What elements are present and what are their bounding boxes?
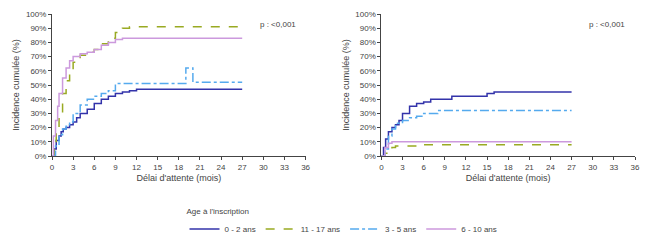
svg-text:9: 9 [443, 163, 448, 172]
svg-text:0: 0 [379, 163, 384, 172]
svg-text:30: 30 [588, 163, 597, 172]
svg-text:15: 15 [153, 163, 162, 172]
svg-text:0%: 0% [364, 152, 376, 161]
svg-text:80%: 80% [360, 38, 376, 47]
svg-text:24: 24 [546, 163, 555, 172]
svg-text:3: 3 [71, 163, 76, 172]
svg-text:15: 15 [483, 163, 492, 172]
svg-text:33: 33 [280, 163, 289, 172]
svg-text:p : <0,001: p : <0,001 [260, 20, 296, 29]
svg-text:27: 27 [567, 163, 576, 172]
svg-text:60%: 60% [30, 67, 46, 76]
svg-text:100%: 100% [355, 10, 375, 19]
svg-text:3: 3 [400, 163, 405, 172]
svg-text:18: 18 [174, 163, 183, 172]
svg-text:90%: 90% [30, 24, 46, 33]
svg-text:40%: 40% [30, 95, 46, 104]
svg-text:27: 27 [238, 163, 247, 172]
svg-text:30%: 30% [30, 109, 46, 118]
svg-text:0: 0 [50, 163, 55, 172]
svg-text:50%: 50% [30, 81, 46, 90]
svg-text:21: 21 [195, 163, 204, 172]
svg-text:10%: 10% [30, 138, 46, 147]
svg-text:p : <0,001: p : <0,001 [589, 20, 625, 29]
svg-text:12: 12 [461, 163, 470, 172]
svg-text:90%: 90% [360, 24, 376, 33]
svg-text:Délai d'attente (mois): Délai d'attente (mois) [136, 173, 221, 183]
svg-text:36: 36 [301, 163, 310, 172]
svg-text:33: 33 [609, 163, 618, 172]
svg-text:70%: 70% [30, 52, 46, 61]
svg-text:Incidence cumulée (%): Incidence cumulée (%) [11, 39, 21, 131]
svg-text:60%: 60% [360, 67, 376, 76]
svg-text:20%: 20% [360, 123, 376, 132]
svg-text:50%: 50% [360, 81, 376, 90]
svg-text:24: 24 [217, 163, 226, 172]
svg-text:9: 9 [113, 163, 118, 172]
svg-text:Délai d'attente (mois): Délai d'attente (mois) [466, 173, 551, 183]
svg-text:30: 30 [259, 163, 268, 172]
svg-text:0 - 2 ans: 0 - 2 ans [225, 225, 256, 234]
svg-text:21: 21 [525, 163, 534, 172]
svg-text:70%: 70% [360, 52, 376, 61]
svg-text:12: 12 [132, 163, 141, 172]
svg-text:100%: 100% [26, 10, 46, 19]
svg-text:18: 18 [504, 163, 513, 172]
svg-text:40%: 40% [360, 95, 376, 104]
svg-text:6 - 10 ans: 6 - 10 ans [461, 225, 497, 234]
svg-text:20%: 20% [30, 123, 46, 132]
svg-text:0%: 0% [35, 152, 47, 161]
svg-text:11 - 17 ans: 11 - 17 ans [301, 225, 340, 234]
svg-text:6: 6 [421, 163, 426, 172]
svg-text:6: 6 [92, 163, 97, 172]
svg-text:80%: 80% [30, 38, 46, 47]
svg-text:36: 36 [631, 163, 640, 172]
svg-text:30%: 30% [360, 109, 376, 118]
svg-text:3 - 5 ans: 3 - 5 ans [385, 225, 416, 234]
svg-text:10%: 10% [360, 138, 376, 147]
svg-text:Age à l'inscription: Age à l'inscription [187, 207, 249, 216]
svg-text:Incidence cumulée (%): Incidence cumulée (%) [341, 39, 351, 131]
